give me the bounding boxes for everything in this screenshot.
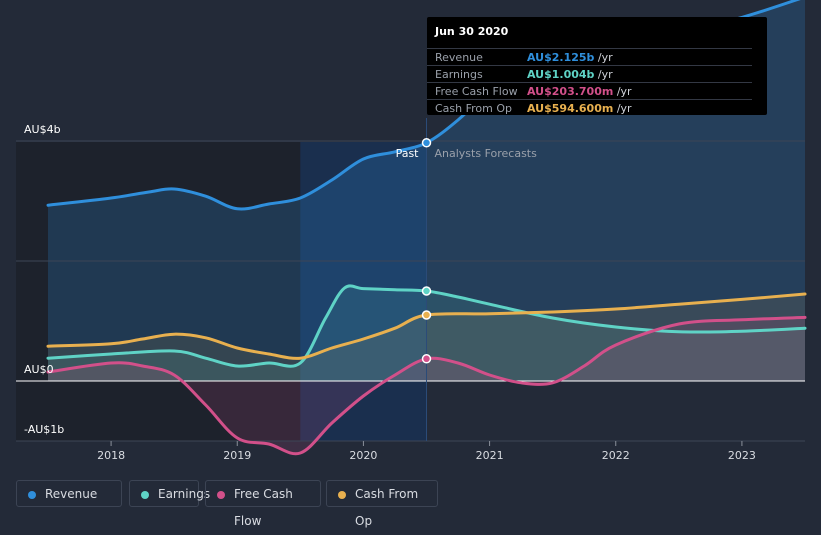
- legend-item-earnings[interactable]: Earnings: [129, 480, 210, 507]
- x-tick-label: 2019: [223, 449, 251, 462]
- y-tick-label: -AU$1b: [24, 423, 64, 436]
- earnings-point: [421, 286, 432, 296]
- legend-label: Revenue: [45, 487, 98, 501]
- tooltip-value: AU$2.125b /yr: [527, 51, 613, 64]
- free-cash-flow-area: [48, 317, 805, 454]
- y-tick-label: AU$4b: [24, 123, 61, 136]
- tooltip-row-revenue: Revenue AU$2.125b /yr: [427, 48, 752, 66]
- legend-item-cash-from-op[interactable]: Cash From Op: [326, 480, 438, 528]
- earnings-dot-icon: [141, 491, 149, 499]
- free-cash-flow-line: [46, 315, 807, 456]
- tooltip-row-free-cash-flow: Free Cash Flow AU$203.700m /yr: [427, 82, 752, 100]
- tooltip-label: Earnings: [435, 68, 483, 81]
- tooltip-label: Free Cash Flow: [435, 85, 518, 98]
- revenue-point: [421, 138, 432, 148]
- tooltip-value: AU$594.600m /yr: [527, 102, 632, 115]
- cash-from-op-line: [46, 292, 807, 360]
- legend-label: Earnings: [158, 487, 211, 501]
- tooltip-label: Cash From Op: [435, 102, 513, 115]
- legend-label: Cash From Op: [355, 487, 419, 528]
- free-cash-flow-dot-icon: [217, 491, 225, 499]
- x-tick-label: 2023: [728, 449, 756, 462]
- tooltip-value: AU$1.004b /yr: [527, 68, 613, 81]
- cash-from-op-point: [421, 310, 432, 320]
- tooltip-label: Revenue: [435, 51, 483, 64]
- legend-label: Free Cash Flow: [234, 487, 293, 528]
- cash-from-op-dot-icon: [338, 491, 346, 499]
- tooltip: Jun 30 2020 Revenue AU$2.125b /yr Earnin…: [427, 17, 767, 115]
- earnings-line: [46, 284, 807, 368]
- forecast-label: Analysts Forecasts: [435, 147, 538, 160]
- revenue-dot-icon: [28, 491, 36, 499]
- legend-item-revenue[interactable]: Revenue: [16, 480, 122, 507]
- past-label: Past: [396, 147, 420, 160]
- x-tick-label: 2020: [349, 449, 377, 462]
- x-tick-label: 2018: [97, 449, 125, 462]
- tooltip-date: Jun 30 2020: [435, 25, 509, 38]
- tooltip-row-earnings: Earnings AU$1.004b /yr: [427, 65, 752, 83]
- x-tick-label: 2022: [602, 449, 630, 462]
- y-tick-label: AU$0: [24, 363, 54, 376]
- tooltip-row-cash-from-op: Cash From Op AU$594.600m /yr: [427, 99, 752, 117]
- x-tick-label: 2021: [476, 449, 504, 462]
- tooltip-value: AU$203.700m /yr: [527, 85, 632, 98]
- free-cash-flow-point: [421, 354, 432, 364]
- legend-item-free-cash-flow[interactable]: Free Cash Flow: [205, 480, 321, 528]
